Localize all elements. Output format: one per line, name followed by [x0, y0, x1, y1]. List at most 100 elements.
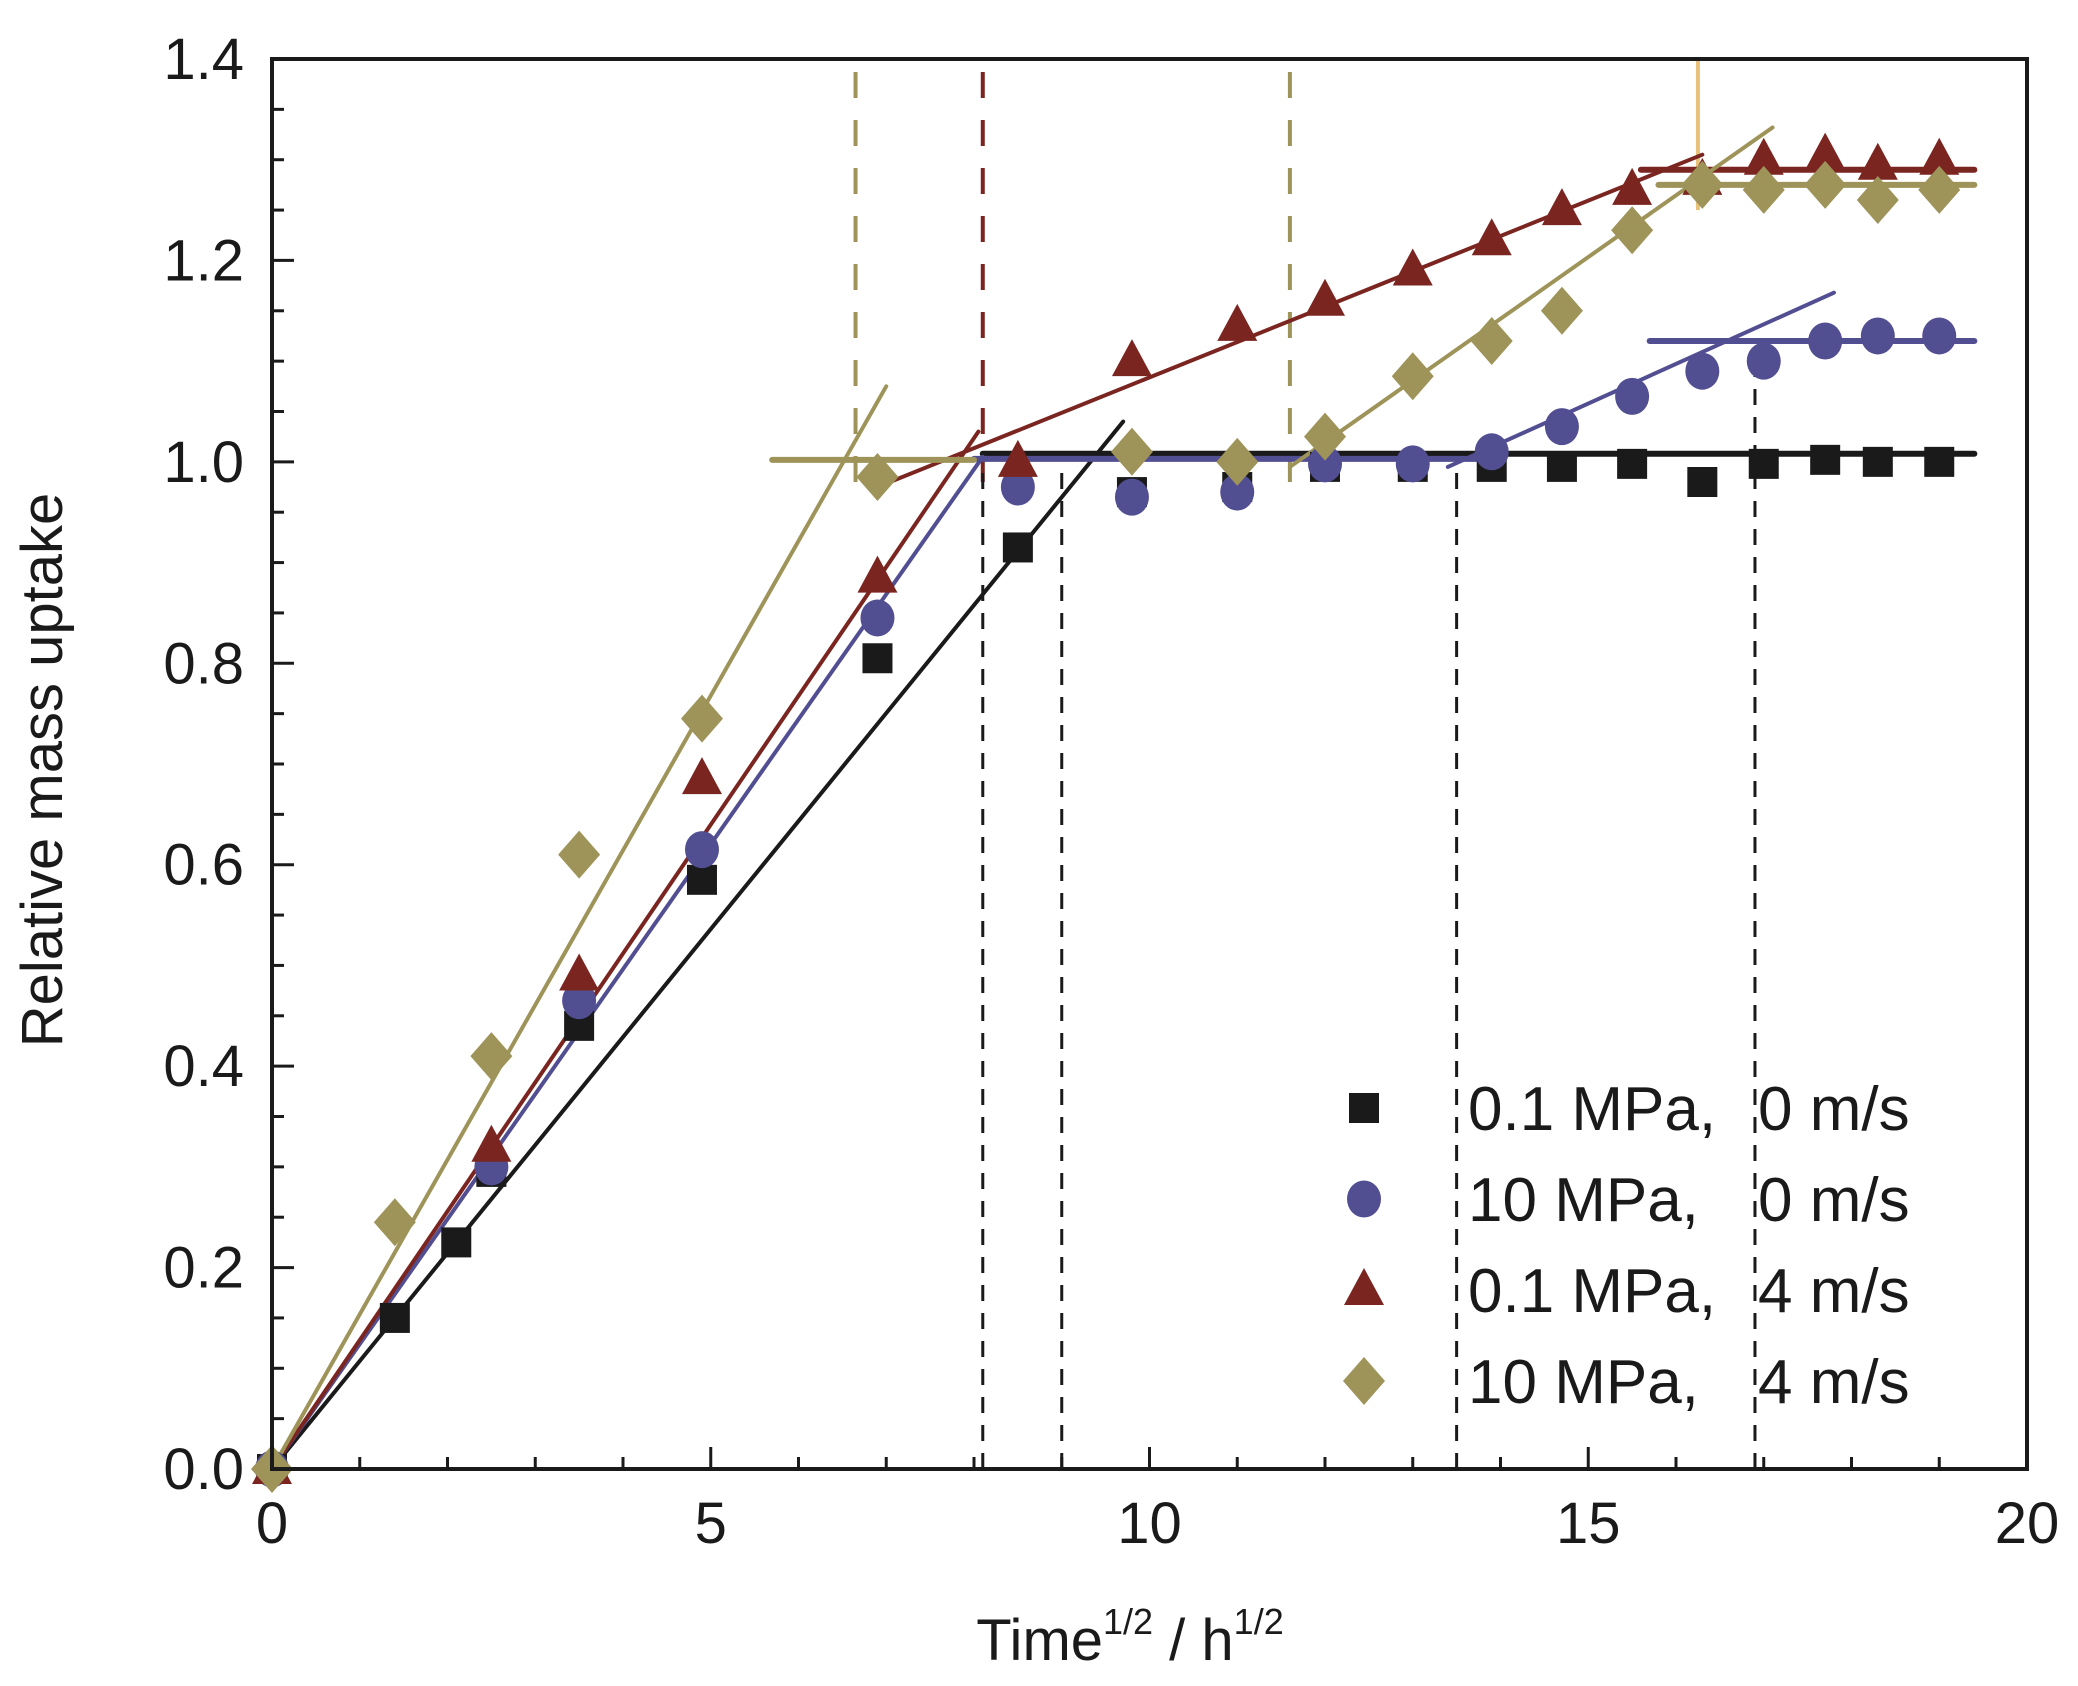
data-point: [1546, 451, 1577, 482]
data-point: [1808, 322, 1843, 360]
y-tick-label: 1.4: [163, 27, 244, 92]
x-tick-label: 10: [1117, 1491, 1182, 1556]
data-point: [1857, 142, 1898, 180]
y-tick-label: 0.6: [163, 833, 244, 898]
data-point: [1681, 160, 1724, 209]
data-point: [1687, 467, 1718, 497]
y-tick-label: 0.4: [163, 1034, 244, 1099]
data-point: [856, 452, 899, 501]
x-tick-label: 20: [1995, 1491, 2060, 1556]
data-point: [1860, 317, 1895, 355]
legend-label-right: 4 m/s: [1758, 1348, 1910, 1417]
data-point: [471, 1124, 512, 1162]
data-point: [1000, 468, 1035, 506]
data-point: [1611, 206, 1654, 255]
data-point: [1805, 132, 1846, 170]
legend-marker-circle: [1347, 1180, 1381, 1218]
legend-label-left: 0.1 MPa,: [1468, 1075, 1716, 1144]
data-point: [1305, 278, 1345, 316]
y-tick-label: 1.2: [163, 228, 244, 293]
tick-labels: 0 5 10 15 20 0.0 0.2 0.4 0.6 0.8 1.0 1.2 1.4: [163, 27, 2059, 1556]
data-point: [1743, 137, 1784, 175]
legend: 0.1 MPa, 0 m/s 10 MPa, 0 m/s 0.1 MPa, 4 …: [1343, 1075, 1910, 1417]
legend-item: 10 MPa, 0 m/s: [1347, 1166, 1910, 1235]
data-points: [251, 132, 1961, 1493]
x-axis-title-sup2: 1/2: [1234, 1601, 1284, 1642]
data-point: [1924, 446, 1955, 477]
legend-label-right: 0 m/s: [1758, 1166, 1910, 1235]
y-axis-title: Relative mass uptake: [10, 493, 75, 1047]
data-point: [559, 953, 600, 991]
legend-item: 0.1 MPa, 0 m/s: [1349, 1075, 1910, 1144]
data-point: [1391, 352, 1434, 401]
data-point: [997, 439, 1038, 477]
data-point: [379, 1302, 410, 1333]
data-point: [1308, 445, 1342, 483]
data-point: [680, 694, 723, 743]
data-point: [1856, 176, 1899, 224]
data-point: [1919, 137, 1960, 175]
x-axis-title-main: Time: [976, 1608, 1103, 1673]
legend-label-left: 10 MPa,: [1468, 1166, 1699, 1235]
data-point: [1748, 448, 1779, 479]
legend-marker-shape: [1349, 1093, 1379, 1123]
x-tick-label: 5: [695, 1491, 727, 1556]
fit-line: [270, 419, 1126, 1471]
data-point: [1862, 446, 1893, 477]
data-point: [1220, 473, 1255, 511]
data-point: [686, 864, 717, 895]
x-axis-title-sep: / h: [1153, 1608, 1234, 1673]
legend-marker-shape: [1344, 1268, 1384, 1305]
data-point: [862, 643, 893, 674]
data-point: [1002, 532, 1033, 563]
axes: [270, 57, 2029, 1471]
data-point: [857, 555, 898, 593]
data-point: [1216, 437, 1259, 486]
data-point: [1540, 286, 1583, 335]
data-point: [562, 982, 597, 1020]
data-point: [1304, 412, 1346, 461]
y-tick-label: 0.0: [163, 1437, 244, 1502]
data-point: [1544, 408, 1579, 446]
legend-marker-shape: [1347, 1180, 1381, 1218]
fit-lines: [270, 125, 1978, 1471]
series-diamond: [251, 160, 1961, 1493]
data-point: [1804, 160, 1847, 209]
data-point: [1395, 445, 1430, 483]
x-tick-label: 15: [1556, 1491, 1621, 1556]
data-point: [1685, 352, 1720, 390]
data-point: [1111, 339, 1152, 377]
fit-line: [270, 384, 889, 1471]
legend-marker-triangle: [1344, 1268, 1384, 1305]
y-tick-label: 0.2: [163, 1236, 244, 1301]
data-point: [558, 830, 601, 879]
legend-marker-square: [1349, 1093, 1379, 1123]
legend-marker-diamond: [1343, 1357, 1385, 1405]
fit-line: [875, 152, 1705, 490]
series-square: [257, 444, 1955, 1484]
data-point: [470, 1032, 513, 1081]
legend-label-left: 10 MPa,: [1468, 1348, 1699, 1417]
data-point: [1541, 188, 1582, 226]
data-point: [681, 757, 722, 795]
x-axis-title-sup: 1/2: [1103, 1601, 1153, 1642]
data-point: [1217, 303, 1258, 341]
legend-label-left: 0.1 MPa,: [1468, 1257, 1716, 1326]
legend-label-right: 4 m/s: [1758, 1257, 1910, 1326]
data-point: [1470, 317, 1513, 365]
data-point: [1110, 427, 1153, 476]
legend-item: 0.1 MPa, 4 m/s: [1344, 1257, 1910, 1326]
data-point: [1810, 444, 1841, 475]
y-tick-label: 0.8: [163, 631, 244, 696]
data-point: [860, 599, 895, 637]
data-point: [1617, 448, 1648, 479]
data-point: [1114, 478, 1149, 516]
data-point: [1922, 317, 1957, 355]
data-point: [1615, 377, 1650, 415]
data-point: [1471, 218, 1512, 256]
data-point: [1612, 167, 1653, 205]
data-point: [1918, 165, 1961, 214]
y-tick-label: 1.0: [163, 430, 244, 495]
legend-marker-shape: [1343, 1357, 1385, 1405]
data-point: [1392, 248, 1433, 286]
